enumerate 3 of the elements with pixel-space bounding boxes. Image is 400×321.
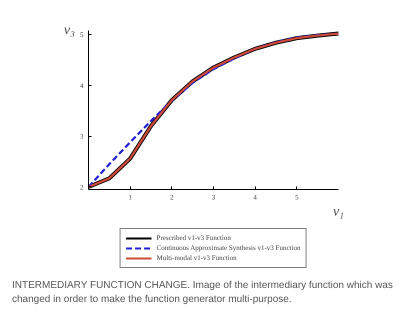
x-axis-title: v₁ <box>332 204 344 220</box>
y-axis-title: v₃ <box>64 23 76 38</box>
text: INTERMEDIARY FUNCTION CHANGE. Image of the intermediary function which was changed in order to make the function generator multi-purpose. <box>12 279 394 307</box>
